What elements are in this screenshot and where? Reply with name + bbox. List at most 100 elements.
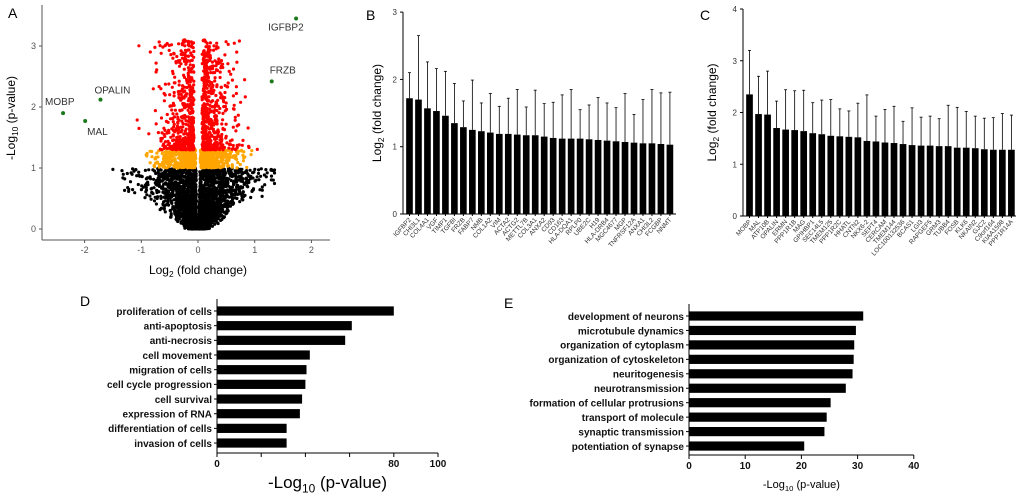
highlighted-gene-point xyxy=(61,111,66,116)
volcano-point xyxy=(160,151,164,156)
bar xyxy=(926,145,934,216)
volcano-point xyxy=(236,113,240,117)
volcano-point xyxy=(177,118,181,122)
volcano-point xyxy=(203,64,207,68)
volcano-point xyxy=(177,128,181,132)
volcano-point xyxy=(171,69,175,73)
volcano-point xyxy=(191,174,195,178)
volcano-point xyxy=(183,163,187,167)
volcano-point xyxy=(171,194,175,198)
volcano-point xyxy=(173,193,178,197)
volcano-point xyxy=(163,153,167,157)
volcano-point xyxy=(209,110,213,114)
volcano-point xyxy=(160,179,164,183)
volcano-point xyxy=(201,184,205,188)
volcano-point xyxy=(167,43,171,48)
volcano-point xyxy=(185,132,189,136)
volcano-point xyxy=(193,164,197,168)
volcano-point xyxy=(210,81,214,85)
volcano-point xyxy=(220,184,224,188)
volcano-point xyxy=(120,169,124,173)
volcano-point xyxy=(227,146,231,150)
volcano-point xyxy=(212,213,216,217)
volcano-point xyxy=(216,221,220,226)
volcano-point xyxy=(201,104,205,108)
volcano-point xyxy=(194,219,198,223)
volcano-point xyxy=(221,127,225,131)
volcano-point xyxy=(234,129,238,133)
volcano-point xyxy=(176,201,180,205)
volcano-point xyxy=(223,104,227,109)
volcano-point xyxy=(181,39,185,43)
volcano-point xyxy=(193,162,198,166)
volcano-point xyxy=(175,54,179,59)
volcano-point xyxy=(143,196,147,200)
volcano-point xyxy=(181,218,185,222)
volcano-point xyxy=(212,88,216,92)
volcano-point xyxy=(230,175,234,179)
volcano-point xyxy=(241,180,245,184)
volcano-point xyxy=(179,115,184,119)
volcano-point xyxy=(236,160,240,165)
bar xyxy=(424,108,431,214)
volcano-point xyxy=(186,40,190,44)
volcano-point xyxy=(216,130,221,134)
volcano-point xyxy=(174,217,178,221)
category-label: anti-necrosis xyxy=(150,336,213,347)
x-tick-label: 0 xyxy=(195,245,200,255)
volcano-point xyxy=(171,158,175,162)
volcano-point xyxy=(224,40,228,44)
x-axis-title-part: 10 xyxy=(302,481,316,495)
bar xyxy=(689,325,856,336)
y-axis-title-part: 10 xyxy=(10,126,20,136)
y-tick-label: 0 xyxy=(393,210,398,219)
volcano-point xyxy=(221,95,225,99)
volcano-point xyxy=(213,76,217,80)
volcano-point xyxy=(212,44,216,48)
volcano-point xyxy=(169,135,173,139)
volcano-point xyxy=(127,187,131,191)
panel-label-c: C xyxy=(700,7,710,23)
volcano-point xyxy=(169,185,173,189)
y-axis-title-part: 2 xyxy=(376,137,386,142)
volcano-point xyxy=(135,118,139,122)
volcano-point xyxy=(237,39,241,43)
volcano-point xyxy=(192,169,196,173)
volcano-point xyxy=(222,163,226,167)
volcano-point xyxy=(226,164,230,168)
volcano-point xyxy=(205,99,209,103)
volcano-point xyxy=(177,184,181,188)
volcano-point xyxy=(217,184,221,188)
volcano-point xyxy=(181,122,185,126)
volcano-point xyxy=(190,108,194,113)
volcano-point xyxy=(132,169,136,173)
volcano-point xyxy=(210,179,214,183)
bar xyxy=(689,441,805,451)
volcano-point xyxy=(205,189,209,193)
volcano-point xyxy=(179,98,183,102)
volcano-point xyxy=(218,91,222,95)
y-tick-label: 2 xyxy=(393,75,398,84)
volcano-point xyxy=(188,63,192,67)
bar xyxy=(531,135,539,214)
volcano-point xyxy=(228,172,232,176)
bar xyxy=(782,129,789,216)
volcano-point xyxy=(187,103,191,107)
volcano-point xyxy=(181,206,185,210)
category-label: formation of cellular protrusions xyxy=(530,399,685,410)
volcano-point xyxy=(208,171,212,175)
bar xyxy=(689,398,831,408)
y-tick-label: 1 xyxy=(393,143,398,152)
volcano-point xyxy=(150,191,154,195)
y-axis-title-part: (fold change) xyxy=(370,64,384,137)
volcano-point xyxy=(181,143,185,147)
volcano-point xyxy=(244,170,248,174)
volcano-point xyxy=(161,160,165,164)
volcano-point xyxy=(151,87,155,91)
volcano-point xyxy=(130,172,134,176)
volcano-point xyxy=(255,147,259,151)
bar xyxy=(217,394,303,404)
volcano-point xyxy=(219,179,223,183)
highlighted-gene-point xyxy=(83,119,88,124)
volcano-point xyxy=(172,138,176,142)
